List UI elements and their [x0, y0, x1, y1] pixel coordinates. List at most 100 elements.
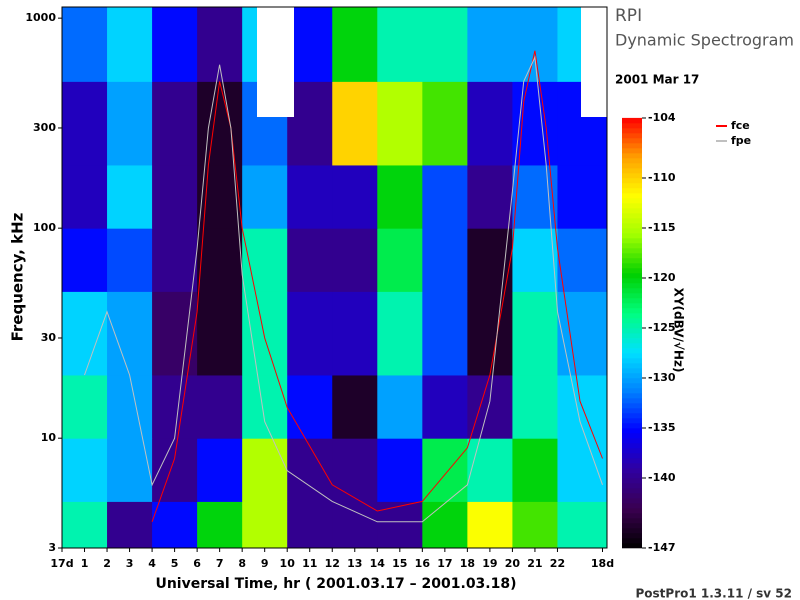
colorbar-swatch — [622, 327, 642, 334]
colorbar-tick-label: -125 — [648, 321, 676, 334]
chart-subtitle: Dynamic Spectrogram — [615, 31, 794, 50]
colorbar-swatch — [622, 242, 642, 249]
colorbar-swatch — [622, 152, 642, 159]
colorbar-swatch — [622, 302, 642, 309]
spectrogram-cell — [287, 164, 333, 229]
x-tick-label: 2 — [103, 557, 111, 570]
spectrogram-cell — [242, 438, 288, 502]
spectrogram-cell — [557, 164, 608, 229]
colorbar-swatch — [622, 482, 642, 489]
x-tick-label: 14 — [370, 557, 386, 570]
no-data-block — [257, 7, 294, 117]
x-tick-label: 19 — [482, 557, 497, 570]
x-tick-label: 5 — [171, 557, 179, 570]
colorbar-swatch — [622, 387, 642, 394]
spectrogram-cell — [377, 438, 423, 502]
colorbar-swatch — [622, 442, 642, 449]
colorbar-swatch — [622, 532, 642, 539]
x-tick-label: 13 — [347, 557, 362, 570]
spectrogram-cell — [242, 291, 288, 376]
colorbar-swatch — [622, 537, 642, 544]
colorbar-swatch — [622, 337, 642, 344]
spectrogram-cell — [332, 164, 378, 229]
spectrogram-cell — [377, 7, 423, 82]
x-tick-label: 12 — [325, 557, 340, 570]
colorbar-swatch — [622, 167, 642, 174]
colorbar-swatch — [622, 342, 642, 349]
colorbar-swatch — [622, 517, 642, 524]
spectrogram-cell — [377, 228, 423, 292]
spectrogram-cell — [467, 438, 513, 502]
colorbar-swatch — [622, 162, 642, 169]
x-tick-label: 20 — [505, 557, 521, 570]
colorbar-tick-label: -140 — [648, 471, 676, 484]
colorbar-swatch — [622, 417, 642, 424]
colorbar-swatch — [622, 147, 642, 154]
y-axis-label: Frequency, kHz — [9, 212, 27, 341]
colorbar-swatch — [622, 507, 642, 514]
colorbar-swatch — [622, 407, 642, 414]
colorbar-swatch — [622, 297, 642, 304]
spectrogram-cell — [242, 164, 288, 229]
colorbar-swatch — [622, 322, 642, 329]
spectrogram-cell — [512, 291, 558, 376]
colorbar-swatch — [622, 392, 642, 399]
spectrogram-cell — [62, 438, 108, 502]
colorbar-swatch — [622, 272, 642, 279]
x-tick-label: 1 — [81, 557, 89, 570]
spectrogram-cell — [197, 228, 243, 292]
colorbar-swatch — [622, 397, 642, 404]
x-tick-label: 6 — [193, 557, 201, 570]
colorbar-swatch — [622, 402, 642, 409]
colorbar-swatch — [622, 362, 642, 369]
spectrogram-cell — [242, 501, 288, 549]
colorbar-swatch — [622, 292, 642, 299]
colorbar-swatch — [622, 427, 642, 434]
spectrogram-cell — [197, 438, 243, 502]
spectrogram-cell — [152, 164, 198, 229]
spectrogram-cell — [152, 374, 198, 439]
colorbar-swatch — [622, 312, 642, 319]
spectrogram-cell — [332, 501, 378, 549]
y-tick-label: 1000 — [25, 11, 56, 24]
x-tick-label: 9 — [261, 557, 269, 570]
colorbar-swatch — [622, 252, 642, 259]
spectrogram-cell — [287, 374, 333, 439]
x-tick-label: 17 — [437, 557, 452, 570]
colorbar-swatch — [622, 357, 642, 364]
colorbar-swatch — [622, 377, 642, 384]
spectrogram-cell — [422, 81, 468, 166]
colorbar-swatch — [622, 352, 642, 359]
spectrogram-cell — [287, 81, 333, 166]
spectrogram-cell — [107, 438, 153, 502]
spectrogram-cell — [62, 374, 108, 439]
colorbar-swatch — [622, 472, 642, 479]
colorbar-swatch — [622, 262, 642, 269]
spectrogram-cell — [422, 374, 468, 439]
spectrogram-cell — [242, 374, 288, 439]
spectrogram-cell — [377, 291, 423, 376]
colorbar-tick-label: -104 — [648, 111, 676, 124]
colorbar-swatch — [622, 462, 642, 469]
chart-title: RPI — [615, 6, 642, 26]
spectrogram-cell — [422, 164, 468, 229]
spectrogram-cell — [557, 438, 608, 502]
spectrogram-cell — [377, 374, 423, 439]
series-line — [84, 55, 603, 523]
x-tick-label: 17d — [50, 557, 73, 570]
footer: PostPro1 1.3.11 / sv 52 — [636, 587, 793, 600]
y-tick-label: 30 — [41, 331, 57, 344]
colorbar-swatch — [622, 347, 642, 354]
spectrogram-cell — [377, 164, 423, 229]
colorbar-swatch — [622, 227, 642, 234]
spectrogram-cell — [62, 164, 108, 229]
spectrogram-cell — [422, 438, 468, 502]
spectrogram-cell — [152, 501, 198, 549]
spectrogram-cell — [332, 438, 378, 502]
spectrogram-cell — [332, 291, 378, 376]
x-tick-label: 4 — [148, 557, 156, 570]
colorbar-swatch — [622, 177, 642, 184]
spectrogram-cell — [467, 7, 513, 82]
colorbar-swatch — [622, 192, 642, 199]
